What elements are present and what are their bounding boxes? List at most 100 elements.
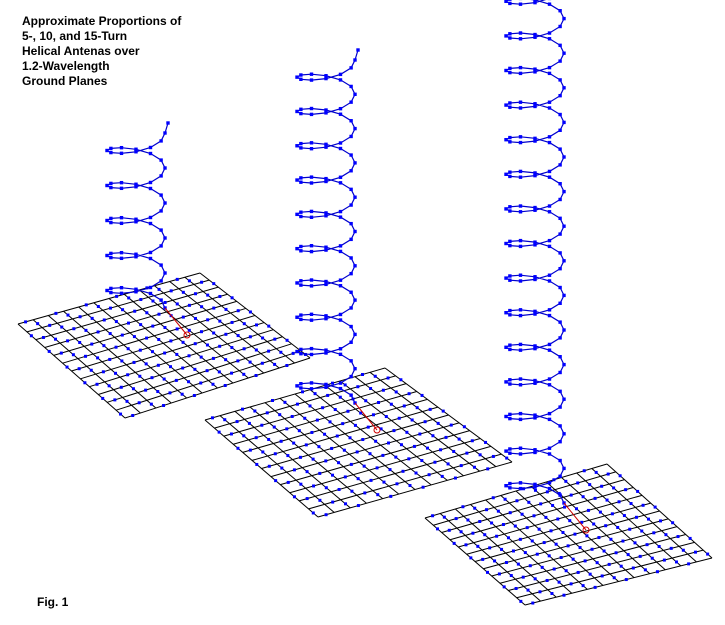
grid-line bbox=[115, 350, 301, 411]
grid-node bbox=[133, 309, 137, 313]
grid-node bbox=[518, 537, 522, 541]
helix-node bbox=[134, 220, 138, 224]
grid-node bbox=[318, 471, 322, 475]
grid-node bbox=[491, 496, 495, 500]
helix-node bbox=[109, 220, 113, 225]
helix-node bbox=[299, 111, 303, 116]
helix-node bbox=[558, 93, 562, 98]
grid-node bbox=[89, 368, 93, 372]
helix-node bbox=[562, 397, 566, 401]
grid-node bbox=[485, 508, 489, 512]
helix-node bbox=[309, 209, 314, 214]
helix-node bbox=[533, 309, 537, 314]
helix-node bbox=[134, 217, 138, 221]
grid-node bbox=[369, 478, 373, 482]
grid-node bbox=[279, 350, 283, 354]
helix-node bbox=[518, 452, 523, 456]
helix-10-turn bbox=[295, 48, 381, 434]
helix-node bbox=[562, 155, 566, 159]
helix-node bbox=[109, 251, 113, 256]
grid-node bbox=[145, 311, 149, 315]
grid-node bbox=[493, 559, 497, 563]
grid-node bbox=[573, 532, 577, 536]
helix-node bbox=[295, 109, 299, 114]
grid-node bbox=[126, 373, 130, 377]
grid-node bbox=[267, 437, 271, 441]
grid-node bbox=[205, 343, 209, 347]
grid-node bbox=[618, 474, 622, 478]
grid-line bbox=[124, 357, 311, 419]
grid-node bbox=[514, 586, 518, 590]
grid-node bbox=[425, 446, 429, 450]
helix-node bbox=[324, 316, 328, 321]
helix-node bbox=[533, 277, 537, 282]
grid-node bbox=[478, 519, 482, 523]
grid-node bbox=[206, 293, 210, 297]
grid-node bbox=[260, 361, 264, 365]
grid-node bbox=[466, 518, 470, 522]
grid-node bbox=[449, 423, 453, 427]
caption-line-3: Helical Antenas over bbox=[22, 44, 140, 58]
grid-node bbox=[337, 461, 341, 465]
helix-node bbox=[163, 201, 167, 205]
helix-node bbox=[518, 244, 523, 249]
grid-node bbox=[552, 567, 556, 571]
helix-node bbox=[309, 141, 314, 145]
grid-node bbox=[359, 411, 363, 415]
helix-node bbox=[309, 244, 314, 248]
helix-node bbox=[562, 86, 566, 90]
helix-node bbox=[349, 119, 353, 123]
grid-line bbox=[169, 281, 280, 369]
grid-node bbox=[125, 399, 129, 403]
helix-node bbox=[349, 340, 353, 344]
grid-line bbox=[508, 541, 695, 591]
helix-node bbox=[295, 349, 299, 354]
grid-node bbox=[248, 310, 252, 314]
grid-node bbox=[597, 536, 601, 540]
grid-node bbox=[523, 551, 527, 555]
grid-node bbox=[331, 473, 335, 477]
helix-node bbox=[533, 0, 537, 5]
grid-node bbox=[563, 505, 567, 509]
helix-node bbox=[324, 176, 328, 181]
grid-node bbox=[47, 349, 51, 353]
grid-node bbox=[508, 511, 512, 515]
grid-node bbox=[646, 517, 650, 521]
helix-node bbox=[533, 208, 537, 212]
grid-node bbox=[24, 320, 28, 324]
grid-node bbox=[212, 331, 216, 335]
grid-node bbox=[576, 481, 580, 485]
grid-node bbox=[605, 498, 609, 502]
helix-node bbox=[547, 273, 552, 277]
grid-node bbox=[139, 297, 143, 301]
helix-node bbox=[562, 224, 566, 228]
helix-node bbox=[159, 209, 163, 213]
helix-node bbox=[558, 458, 562, 463]
helix-node bbox=[105, 288, 109, 293]
grid-node bbox=[212, 282, 216, 286]
grid-node bbox=[102, 318, 106, 322]
helix-node bbox=[109, 181, 113, 186]
helix-node bbox=[533, 205, 537, 210]
grid-node bbox=[267, 464, 271, 468]
helix-node bbox=[105, 253, 109, 258]
grid-node bbox=[242, 434, 246, 438]
helix-node bbox=[134, 290, 138, 294]
grid-node bbox=[420, 459, 424, 463]
helix-wire bbox=[295, 49, 359, 404]
grid-node bbox=[317, 445, 321, 449]
helix-node bbox=[353, 92, 357, 96]
helix-node bbox=[299, 214, 303, 219]
helix-node bbox=[338, 278, 343, 282]
helix-node bbox=[299, 317, 303, 322]
grid-node bbox=[588, 483, 592, 487]
helix-node bbox=[309, 352, 314, 357]
helix-node bbox=[324, 214, 328, 218]
grid-node bbox=[279, 439, 283, 443]
grid-node bbox=[344, 502, 348, 506]
helix-node bbox=[119, 250, 124, 255]
grid-node bbox=[568, 519, 572, 523]
grid-node bbox=[235, 420, 239, 424]
helix-node bbox=[518, 31, 523, 35]
helix-node bbox=[518, 106, 523, 110]
